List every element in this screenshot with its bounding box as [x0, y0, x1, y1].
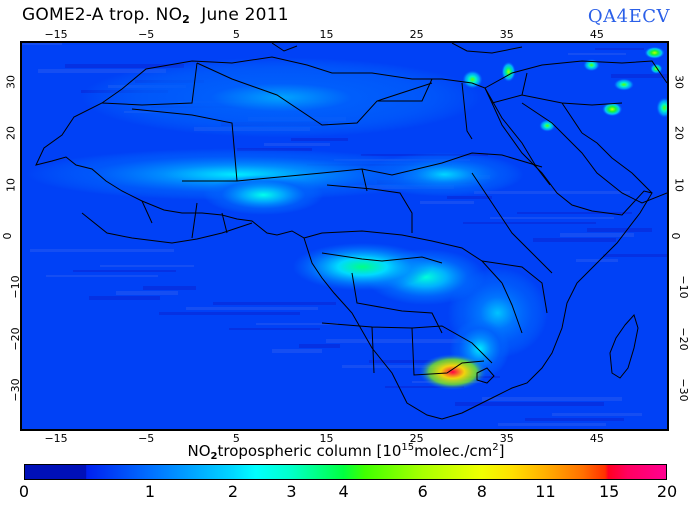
colorbar-label-subscript: 2 [210, 451, 218, 462]
title-text: GOME2-A trop. NO [22, 5, 183, 25]
x-tick-label: 25 [409, 28, 424, 41]
x-tick-label: −5 [138, 432, 155, 445]
x-tick-label: −15 [44, 432, 68, 445]
x-tick-label: 5 [232, 432, 240, 445]
x-tick-label: 35 [499, 28, 514, 41]
x-tick-label: 5 [232, 28, 240, 41]
africa-coastline [35, 56, 653, 420]
colorbar-tick-label: 3 [286, 482, 297, 501]
x-tick-label: 15 [319, 432, 334, 445]
no2-hotspot-riyadh [602, 102, 623, 117]
persian-gulf-coast [581, 132, 653, 194]
border-east-africa [471, 172, 553, 334]
border-west-africa [81, 200, 253, 244]
no2-hotspot-tehran [644, 46, 665, 59]
x-tick-label: 35 [499, 432, 514, 445]
country-borders-layer [35, 43, 667, 420]
border-libya-egypt [377, 78, 473, 140]
no2-hotspot-nile-delta-cairo [462, 70, 483, 89]
y-tick-label: −30 [677, 378, 691, 402]
red-sea-coast [484, 87, 551, 186]
no2-hotspot-congo-basin-biomass [292, 242, 433, 291]
colorbar-label-units: molec./cm [414, 442, 493, 460]
y-tick-label: 0 [669, 232, 682, 240]
x-tick-label: 45 [589, 28, 604, 41]
colorbar-tick-label: 2 [227, 482, 239, 501]
no2-hotspot-gulf-coast-uae [656, 97, 667, 118]
no2-hotspot-persian-gulf-kuwait [613, 78, 634, 91]
border-mauritania-mali [101, 62, 238, 182]
x-tick-label: 15 [319, 28, 334, 41]
x-tick-label: −15 [44, 28, 68, 41]
x-tick-label: −5 [138, 28, 155, 41]
border-sahel [236, 152, 543, 182]
colorbar-label-bracket: ] [498, 442, 505, 460]
no2-hotspot-highveld-south-africa [418, 353, 487, 390]
colorbar-label: NO2 tropospheric column [1015 molec./cm2… [0, 442, 692, 462]
title-date: June 2011 [201, 5, 289, 25]
border-algeria [196, 62, 433, 126]
y-tick-label: −10 [677, 275, 691, 299]
border-nigeria-chad [326, 168, 413, 233]
colorbar-label-area-exponent: 2 [492, 442, 499, 453]
x-tick-label: 25 [409, 432, 424, 445]
colorbar-label-exponent: 15 [401, 442, 415, 453]
y-tick-label: 20 [4, 126, 18, 141]
colorbar-tick-label: 20 [656, 482, 678, 501]
colorbar-tick-label: 6 [417, 482, 428, 501]
madagascar-outline [609, 314, 639, 379]
arabia-outline [484, 60, 667, 204]
border-southern-africa [321, 322, 493, 376]
border-central-africa [303, 230, 503, 334]
x-tick-label: 45 [589, 432, 604, 445]
colorbar-tick-label: 1 [144, 482, 156, 501]
no2-heatmap-layer [22, 43, 667, 429]
colorbar-label-mid: tropospheric column [10 [217, 442, 402, 460]
border-lesotho [476, 367, 495, 384]
y-tick-label: −20 [677, 327, 691, 351]
y-tick-label: 10 [672, 177, 686, 192]
colorbar [24, 464, 667, 480]
y-tick-label: 0 [1, 232, 14, 240]
colorbar-label-no: NO [187, 442, 211, 460]
y-tick-label: 30 [672, 75, 686, 90]
border-middle-east [491, 72, 623, 134]
y-tick-label: 20 [672, 126, 686, 141]
colorbar-tick-label: 0 [18, 482, 30, 501]
no2-hotspot-nigeria [203, 174, 324, 215]
y-tick-label: 30 [4, 75, 18, 90]
colorbar-tick-label: 11 [535, 482, 556, 501]
colorbar-tick-label: 15 [598, 482, 620, 501]
title-subscript: 2 [182, 13, 191, 26]
colorbar-tick-label: 4 [338, 482, 349, 501]
map-title: GOME2-A trop. NO2 June 2011 [22, 5, 289, 26]
y-tick-label: 10 [4, 177, 18, 192]
brand-label: QA4ECV [587, 6, 670, 27]
colorbar-tick-label: 8 [476, 482, 487, 501]
map-frame [20, 41, 669, 431]
mediterranean-north-shore [271, 43, 523, 54]
